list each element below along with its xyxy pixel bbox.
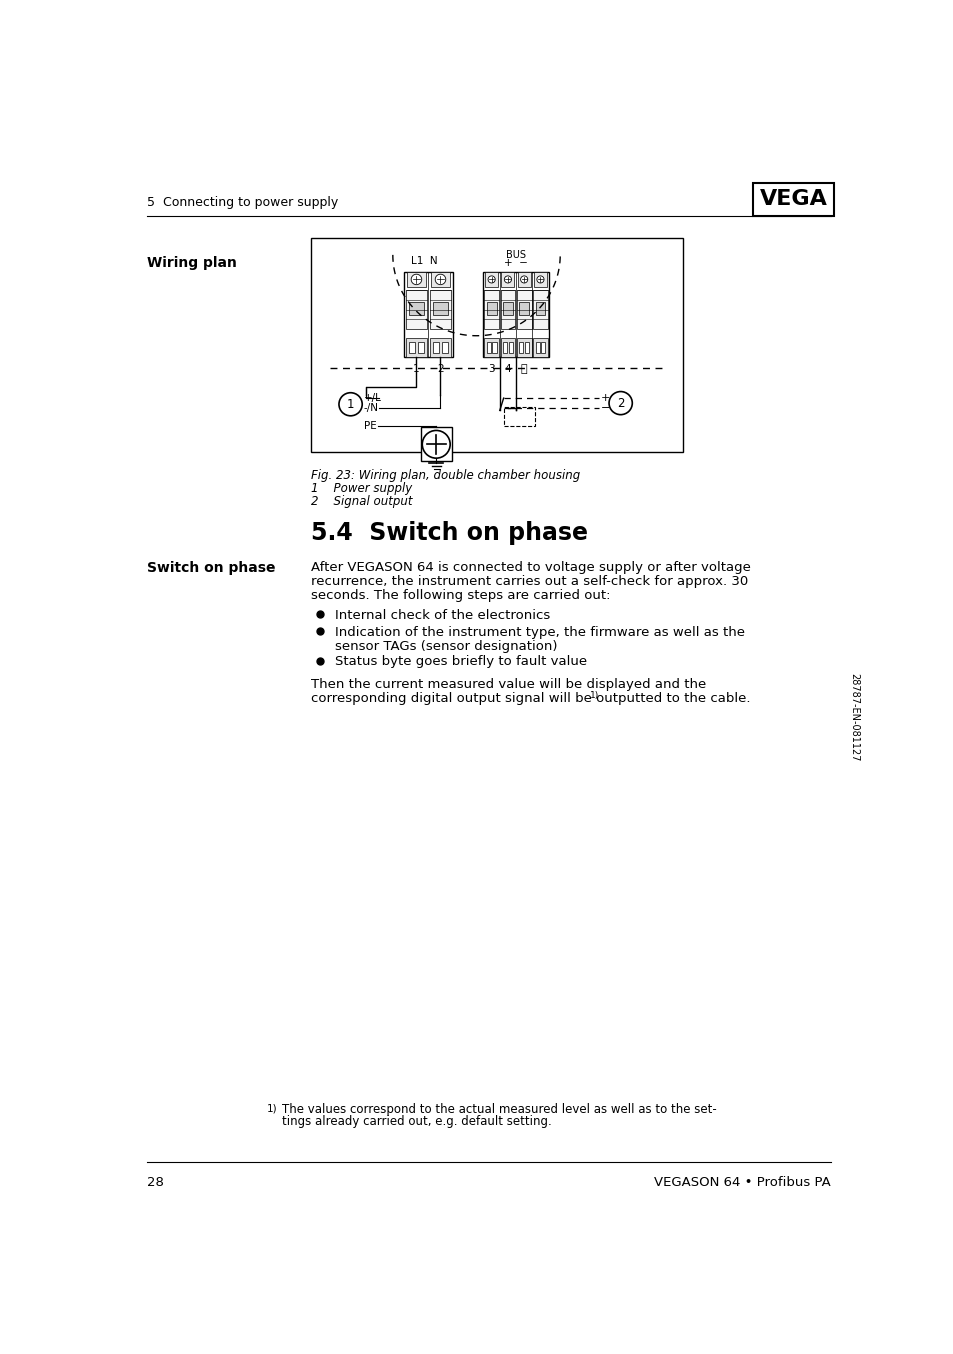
Bar bbox=[441, 341, 447, 353]
Text: 4: 4 bbox=[504, 364, 511, 374]
Text: +/L: +/L bbox=[363, 393, 381, 403]
Bar bbox=[517, 338, 531, 356]
Text: 5.4  Switch on phase: 5.4 Switch on phase bbox=[311, 521, 587, 546]
Text: 2: 2 bbox=[617, 397, 624, 410]
Text: After VEGASON 64 is connected to voltage supply or after voltage: After VEGASON 64 is connected to voltage… bbox=[311, 562, 750, 574]
Bar bbox=[431, 272, 450, 287]
Bar bbox=[417, 341, 423, 353]
Text: 1    Power supply: 1 Power supply bbox=[311, 482, 412, 496]
Text: +: + bbox=[599, 393, 609, 403]
Text: seconds. The following steps are carried out:: seconds. The following steps are carried… bbox=[311, 589, 610, 603]
Text: PE: PE bbox=[363, 421, 376, 431]
Text: 1: 1 bbox=[347, 398, 354, 410]
Bar bbox=[420, 428, 452, 462]
Bar bbox=[501, 272, 514, 287]
Text: BUS: BUS bbox=[505, 249, 525, 260]
Bar bbox=[405, 338, 427, 356]
Circle shape bbox=[338, 393, 362, 416]
Bar bbox=[535, 302, 545, 315]
Circle shape bbox=[537, 276, 543, 283]
Text: -/N: -/N bbox=[363, 403, 378, 413]
Text: tings already carried out, e.g. default setting.: tings already carried out, e.g. default … bbox=[282, 1114, 551, 1128]
Text: Indication of the instrument type, the firmware as well as the: Indication of the instrument type, the f… bbox=[335, 626, 744, 639]
Bar bbox=[486, 302, 496, 315]
Bar bbox=[533, 338, 547, 356]
Text: L1  N: L1 N bbox=[410, 256, 436, 265]
Bar bbox=[502, 302, 513, 315]
Text: 1): 1) bbox=[266, 1104, 276, 1113]
Text: 1): 1) bbox=[589, 691, 598, 700]
Bar bbox=[484, 291, 498, 329]
Text: 1: 1 bbox=[413, 364, 419, 374]
Circle shape bbox=[608, 391, 632, 414]
Circle shape bbox=[488, 276, 495, 283]
Bar bbox=[502, 341, 507, 353]
Circle shape bbox=[520, 276, 527, 283]
Text: ⏚: ⏚ bbox=[520, 364, 527, 374]
Bar bbox=[508, 341, 513, 353]
Bar bbox=[484, 338, 498, 356]
Bar bbox=[483, 272, 548, 356]
Text: 28: 28 bbox=[147, 1177, 164, 1189]
Text: Then the current measured value will be displayed and the: Then the current measured value will be … bbox=[311, 678, 705, 692]
Text: corresponding digital output signal will be outputted to the cable.: corresponding digital output signal will… bbox=[311, 692, 749, 705]
Bar bbox=[433, 341, 438, 353]
Bar bbox=[409, 302, 423, 315]
Bar bbox=[524, 341, 529, 353]
Text: sensor TAGs (sensor designation): sensor TAGs (sensor designation) bbox=[335, 640, 558, 653]
Bar bbox=[500, 338, 515, 356]
Bar bbox=[486, 341, 490, 353]
Text: −: − bbox=[599, 403, 609, 413]
Circle shape bbox=[504, 276, 511, 283]
Bar bbox=[492, 341, 496, 353]
Text: Fig. 23: Wiring plan, double chamber housing: Fig. 23: Wiring plan, double chamber hou… bbox=[311, 468, 579, 482]
Bar bbox=[311, 238, 682, 452]
Text: The values correspond to the actual measured level as well as to the set-: The values correspond to the actual meas… bbox=[282, 1104, 716, 1117]
Bar bbox=[406, 272, 426, 287]
Bar bbox=[409, 341, 415, 353]
Text: Switch on phase: Switch on phase bbox=[147, 562, 275, 575]
Bar bbox=[500, 291, 515, 329]
Text: 5  Connecting to power supply: 5 Connecting to power supply bbox=[147, 196, 338, 209]
Text: Wiring plan: Wiring plan bbox=[147, 256, 236, 271]
Text: Status byte goes briefly to fault value: Status byte goes briefly to fault value bbox=[335, 655, 587, 669]
Bar bbox=[534, 272, 546, 287]
Text: VEGASON 64 • Profibus PA: VEGASON 64 • Profibus PA bbox=[653, 1177, 830, 1189]
Text: 2: 2 bbox=[436, 364, 443, 374]
Bar bbox=[405, 291, 427, 329]
Text: 28787-EN-081127: 28787-EN-081127 bbox=[848, 673, 858, 761]
Bar bbox=[485, 272, 497, 287]
Text: +  −: + − bbox=[503, 259, 527, 268]
Text: 3: 3 bbox=[488, 364, 495, 374]
Bar bbox=[433, 302, 447, 315]
Bar bbox=[540, 341, 545, 353]
Bar bbox=[517, 272, 530, 287]
Bar bbox=[429, 291, 451, 329]
Bar bbox=[533, 291, 547, 329]
Bar bbox=[535, 341, 539, 353]
Text: VEGA: VEGA bbox=[759, 190, 826, 210]
Bar bbox=[517, 291, 531, 329]
Bar bbox=[518, 341, 523, 353]
Bar bbox=[404, 272, 452, 356]
Text: 2    Signal output: 2 Signal output bbox=[311, 496, 412, 508]
Text: recurrence, the instrument carries out a self-check for approx. 30: recurrence, the instrument carries out a… bbox=[311, 575, 747, 588]
Circle shape bbox=[435, 275, 445, 284]
Circle shape bbox=[422, 431, 450, 458]
Bar bbox=[429, 338, 451, 356]
Bar bbox=[503, 406, 534, 425]
Circle shape bbox=[411, 275, 421, 284]
Text: Internal check of the electronics: Internal check of the electronics bbox=[335, 609, 550, 621]
Bar bbox=[518, 302, 529, 315]
